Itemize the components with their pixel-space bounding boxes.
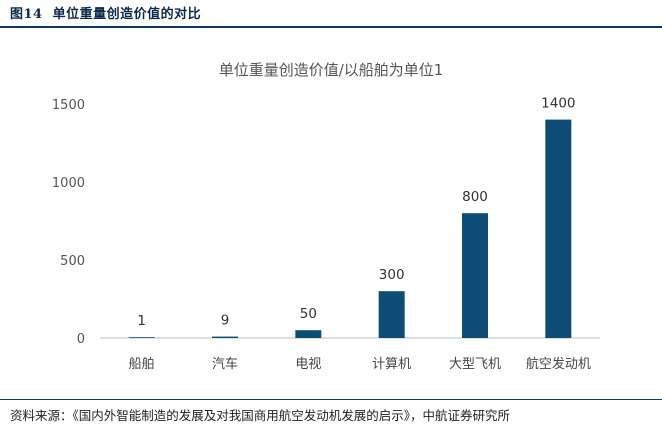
category-labels: 船舶 汽车 电视 计算机 大型飞机 航空发动机 bbox=[129, 356, 591, 372]
source-note: 资料来源：《国内外智能制造的发展及对我国商用航空发动机发展的启示》，中航证券研究… bbox=[10, 408, 511, 423]
category-label: 汽车 bbox=[212, 356, 238, 372]
bar bbox=[212, 336, 238, 338]
bottom-rule bbox=[0, 399, 662, 400]
data-label: 9 bbox=[221, 313, 230, 329]
figure-title: 图14 单位重量创造价值的对比 bbox=[10, 3, 201, 22]
data-label: 1 bbox=[137, 313, 146, 329]
category-label: 船舶 bbox=[129, 356, 155, 372]
figure-label: 图14 bbox=[10, 7, 43, 22]
data-label: 50 bbox=[300, 306, 317, 322]
figure-title-text: 单位重量创造价值的对比 bbox=[52, 7, 202, 22]
top-rule bbox=[0, 26, 662, 28]
y-tick-label: 500 bbox=[60, 254, 85, 269]
data-label: 300 bbox=[379, 267, 405, 283]
bar bbox=[295, 330, 322, 338]
category-label: 航空发动机 bbox=[526, 356, 591, 372]
y-tick-label: 1500 bbox=[52, 98, 85, 113]
bar bbox=[545, 119, 572, 338]
data-label: 1400 bbox=[541, 96, 575, 112]
category-label: 大型飞机 bbox=[449, 357, 501, 372]
y-axis-ticks: 0 500 1000 1500 bbox=[52, 98, 85, 347]
y-tick-label: 1000 bbox=[52, 176, 85, 191]
bar bbox=[462, 213, 488, 338]
chart-title: 单位重量创造价值/以船舶为单位1 bbox=[219, 61, 444, 79]
category-label: 计算机 bbox=[372, 357, 411, 372]
bar bbox=[128, 337, 155, 338]
data-labels: 1 9 50 300 800 1400 bbox=[137, 96, 575, 330]
bar bbox=[378, 291, 405, 338]
bar-chart: 单位重量创造价值/以船舶为单位1 0 500 1000 1500 1 9 50 300 800… bbox=[52, 61, 600, 372]
category-label: 电视 bbox=[295, 357, 321, 372]
y-tick-label: 0 bbox=[77, 332, 85, 347]
bars bbox=[128, 119, 572, 338]
data-label: 800 bbox=[462, 189, 488, 205]
